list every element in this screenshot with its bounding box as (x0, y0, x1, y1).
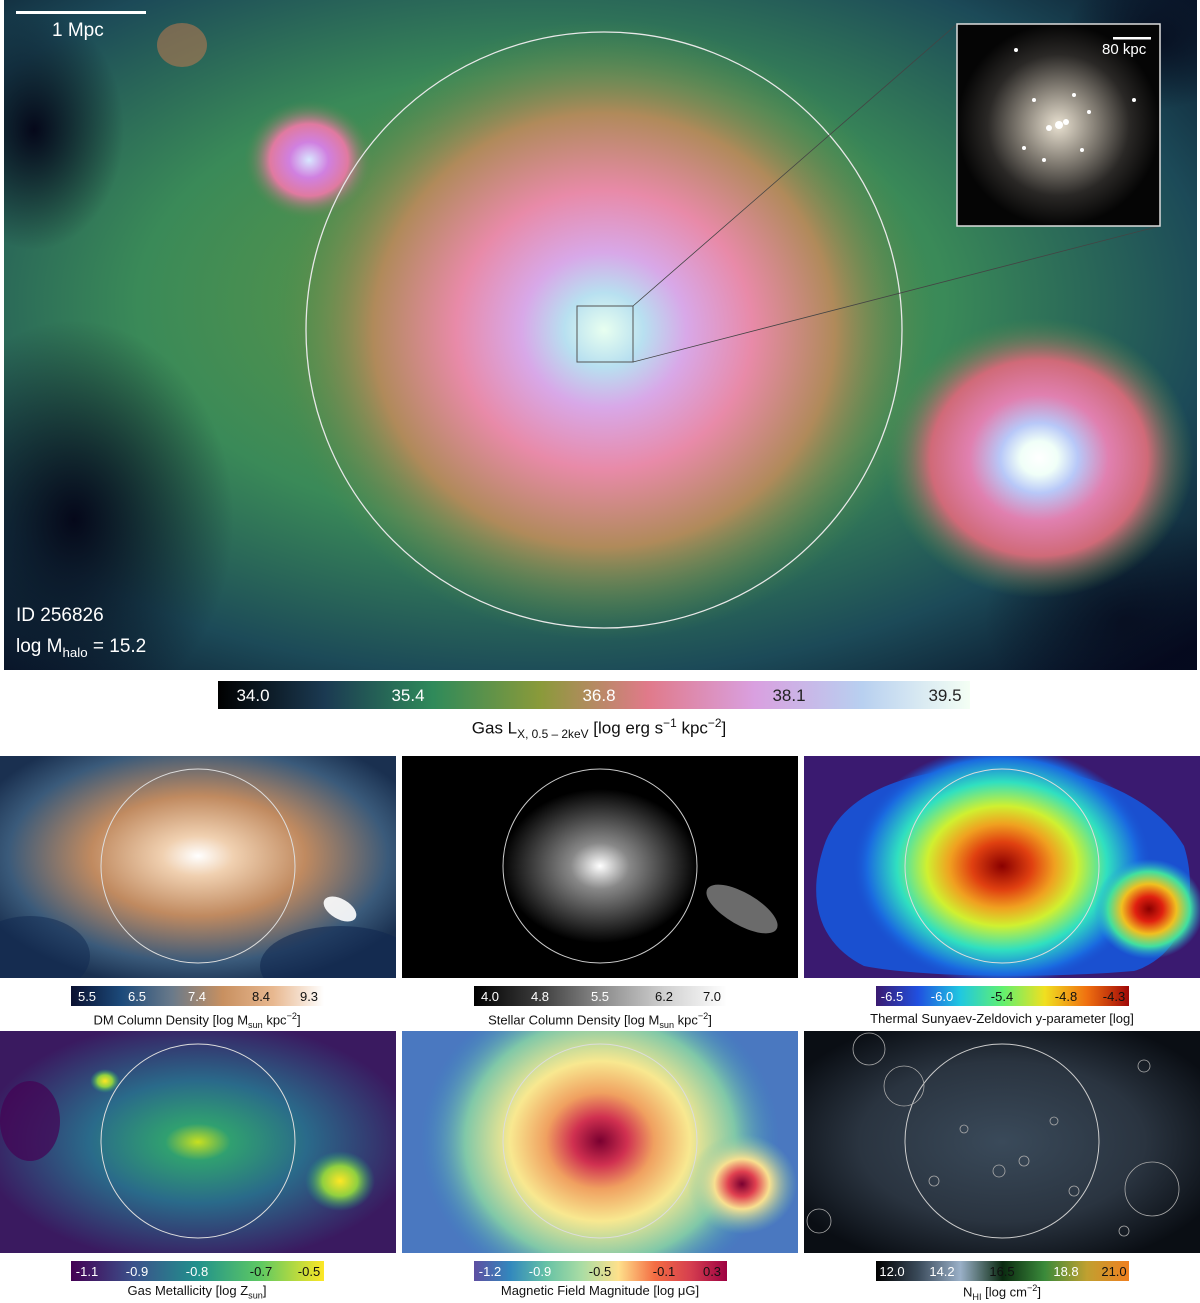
metallicity-tick: -0.9 (125, 1264, 149, 1279)
main-tick: 39.5 (928, 686, 962, 705)
gas-metallicity-map (0, 1031, 396, 1253)
magnetic-field-map (402, 1031, 798, 1253)
stellar-tick: 4.0 (480, 989, 500, 1004)
halo-mass-label: log Mhalo = 15.2 (16, 636, 147, 660)
dm-tick: 5.5 (77, 989, 97, 1004)
main-xray-map: 1 Mpc 80 kpc ID 256826 log Mhalo = 15.2 (4, 0, 1197, 670)
tsz-colorbar-gradient (876, 986, 1129, 1006)
inset-scale-label: 80 kpc (1102, 41, 1147, 58)
main-tick: 38.1 (772, 686, 806, 705)
tsz-tick: -6.5 (880, 989, 904, 1004)
main-tick: 34.0 (236, 686, 270, 705)
hi-colorbar: 12.0 14.2 16.5 18.8 21.0 NHI [log cm−2] (876, 1261, 1129, 1303)
dm-tick: 6.5 (127, 989, 147, 1004)
tsz-y-parameter-map (804, 756, 1200, 978)
virial-circle (305, 31, 903, 629)
main-xray-image (4, 0, 1197, 670)
main-scale-label: 1 Mpc (52, 20, 104, 41)
halo-id-label: ID 256826 (16, 605, 104, 626)
magnetic-tick: -0.1 (652, 1264, 676, 1279)
dm-tick: 9.3 (299, 989, 319, 1004)
tsz-tick: -4.8 (1054, 989, 1078, 1004)
stellar-colorbar: 4.0 4.8 5.5 6.2 7.0 Stellar Column Densi… (474, 986, 727, 1030)
dm-colorbar-gradient (71, 986, 324, 1006)
dm-colorbar-title: DM Column Density [log Msun kpc−2] (93, 1011, 301, 1030)
metallicity-colorbar: -1.1 -0.9 -0.8 -0.7 -0.5 Gas Metallicity… (71, 1261, 324, 1303)
magnetic-tick: -1.2 (478, 1264, 502, 1279)
metallicity-colorbar-title: Gas Metallicity [log Zsun] (127, 1283, 267, 1301)
stellar-colorbar-title: Stellar Column Density [log Msun kpc−2] (488, 1011, 712, 1030)
tsz-tick: -4.3 (1102, 989, 1126, 1004)
main-scale-bar (16, 11, 146, 14)
inset-stellar-image (956, 23, 1161, 227)
tsz-colorbar: -6.5 -6.0 -5.4 -4.8 -4.3 Thermal Sunyaev… (870, 986, 1134, 1028)
hi-tick: 12.0 (879, 1264, 905, 1279)
metallicity-tick: -1.1 (75, 1264, 99, 1279)
magnetic-colorbar-gradient (474, 1261, 727, 1281)
hi-tick: 18.8 (1053, 1264, 1079, 1279)
magnetic-colorbar-title: Magnetic Field Magnitude [log μG] (500, 1283, 700, 1298)
stellar-tick: 7.0 (702, 989, 722, 1004)
main-colorbar-gradient (218, 681, 970, 709)
dm-tick: 7.4 (187, 989, 207, 1004)
hi-tick: 21.0 (1101, 1264, 1127, 1279)
dm-colorbar: 5.5 6.5 7.4 8.4 9.3 DM Column Density [l… (71, 986, 324, 1030)
magnetic-tick: 0.3 (702, 1264, 722, 1279)
hi-colorbar-title: NHI [log cm−2] (963, 1283, 1041, 1302)
stellar-tick: 6.2 (654, 989, 674, 1004)
magnetic-tick: -0.9 (528, 1264, 552, 1279)
metallicity-tick: -0.5 (297, 1264, 321, 1279)
main-colorbar: 34.0 35.4 36.8 38.1 39.5 Gas LX, 0.5 – 2… (218, 681, 970, 741)
stellar-tick: 5.5 (590, 989, 610, 1004)
metallicity-tick: -0.7 (249, 1264, 273, 1279)
stellar-colorbar-gradient (474, 986, 727, 1006)
stellar-column-density-map (402, 756, 798, 978)
stellar-tick: 4.8 (530, 989, 550, 1004)
dm-column-density-map (0, 756, 396, 978)
dm-tick: 8.4 (251, 989, 271, 1004)
main-tick: 36.8 (582, 686, 616, 705)
main-colorbar-title: Gas LX, 0.5 – 2keV [log erg s−1 kpc−2] (471, 716, 727, 742)
zoom-box (576, 305, 634, 363)
tsz-tick: -5.4 (990, 989, 1014, 1004)
magnetic-tick: -0.5 (588, 1264, 612, 1279)
hi-column-density-map (804, 1031, 1200, 1253)
hi-colorbar-gradient (876, 1261, 1129, 1281)
metallicity-colorbar-gradient (71, 1261, 324, 1281)
magnetic-colorbar: -1.2 -0.9 -0.5 -0.1 0.3 Magnetic Field M… (474, 1261, 727, 1303)
tsz-colorbar-title: Thermal Sunyaev-Zeldovich y-parameter [l… (870, 1011, 1134, 1026)
metallicity-tick: -0.8 (185, 1264, 209, 1279)
tsz-tick: -6.0 (930, 989, 954, 1004)
hi-tick: 14.2 (929, 1264, 955, 1279)
hi-tick: 16.5 (989, 1264, 1015, 1279)
main-tick: 35.4 (391, 686, 425, 705)
